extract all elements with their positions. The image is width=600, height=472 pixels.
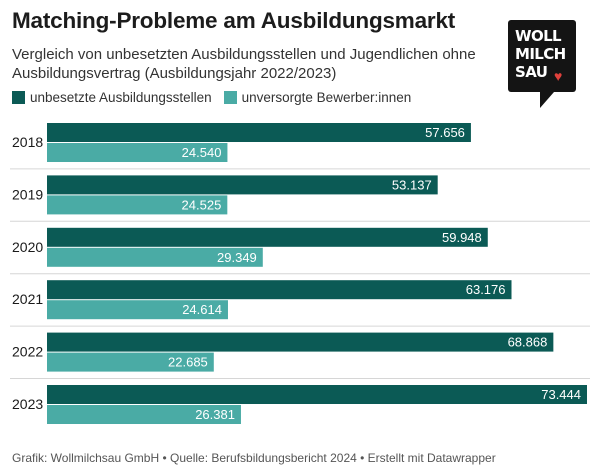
logo-text-line-1: WOLL — [515, 27, 562, 45]
legend-label-series-1: unbesetzte Ausbildungsstellen — [30, 90, 212, 105]
legend: unbesetzte Ausbildungsstellen unversorgt… — [12, 90, 423, 105]
bar-value-label-2023-series-2: 26.381 — [195, 407, 235, 422]
footer-credits: Grafik: Wollmilchsau GmbH • Quelle: Beru… — [12, 451, 496, 465]
bar-value-label-2020-series-2: 29.349 — [217, 250, 257, 265]
bar-2020-series-1 — [47, 227, 488, 247]
bar-2022-series-1 — [47, 332, 554, 352]
bar-2019-series-2 — [47, 195, 228, 215]
legend-label-series-2: unversorgte Bewerber:innen — [241, 90, 412, 105]
logo-text-line-2: MILCH — [515, 45, 566, 63]
bar-2020-series-2 — [47, 247, 263, 267]
bar-value-label-2019-series-2: 24.525 — [182, 197, 222, 212]
wollmilchsau-logo: WOLL MILCH SAU ♥ — [508, 20, 576, 108]
bar-value-label-2022-series-1: 68.868 — [508, 335, 548, 350]
bar-value-label-2021-series-1: 63.176 — [466, 282, 506, 297]
legend-item-series-2: unversorgte Bewerber:innen — [223, 90, 412, 105]
bar-2021-series-2 — [47, 300, 228, 320]
bar-2023-series-1 — [47, 385, 587, 404]
legend-swatch-series-2 — [223, 91, 237, 104]
bar-2018-series-1 — [47, 123, 471, 142]
chart-title: Matching-Probleme am Ausbildungsmarkt — [12, 8, 456, 33]
bar-2019-series-1 — [47, 175, 438, 195]
bar-value-label-2018-series-2: 24.540 — [182, 145, 222, 160]
bar-value-label-2019-series-1: 53.137 — [392, 177, 432, 192]
bar-value-label-2021-series-2: 24.614 — [182, 302, 222, 317]
bar-2018-series-2 — [47, 143, 228, 162]
bar-value-label-2022-series-2: 22.685 — [168, 355, 208, 370]
bar-value-label-2023-series-1: 73.444 — [541, 387, 581, 402]
legend-swatch-series-1 — [12, 91, 25, 104]
year-label-2022: 2022 — [12, 344, 43, 360]
heart-icon: ♥ — [554, 68, 563, 84]
chart-subtitle: Vergleich von unbesetzten Ausbildungsste… — [12, 46, 476, 82]
year-label-2019: 2019 — [12, 186, 43, 202]
year-label-2021: 2021 — [12, 291, 43, 307]
logo-background — [508, 20, 576, 92]
bar-value-label-2020-series-1: 59.948 — [442, 230, 482, 245]
year-label-2023: 2023 — [12, 396, 43, 412]
year-label-2020: 2020 — [12, 239, 43, 255]
bar-2021-series-1 — [47, 280, 512, 300]
logo-speech-tail — [540, 92, 554, 108]
bar-2023-series-2 — [47, 405, 241, 424]
logo-text-line-3: SAU — [515, 63, 548, 81]
bar-value-label-2018-series-1: 57.656 — [425, 125, 465, 140]
year-label-2018: 2018 — [12, 134, 43, 150]
legend-item-series-1: unbesetzte Ausbildungsstellen — [12, 90, 212, 105]
bar-2022-series-2 — [47, 352, 214, 372]
